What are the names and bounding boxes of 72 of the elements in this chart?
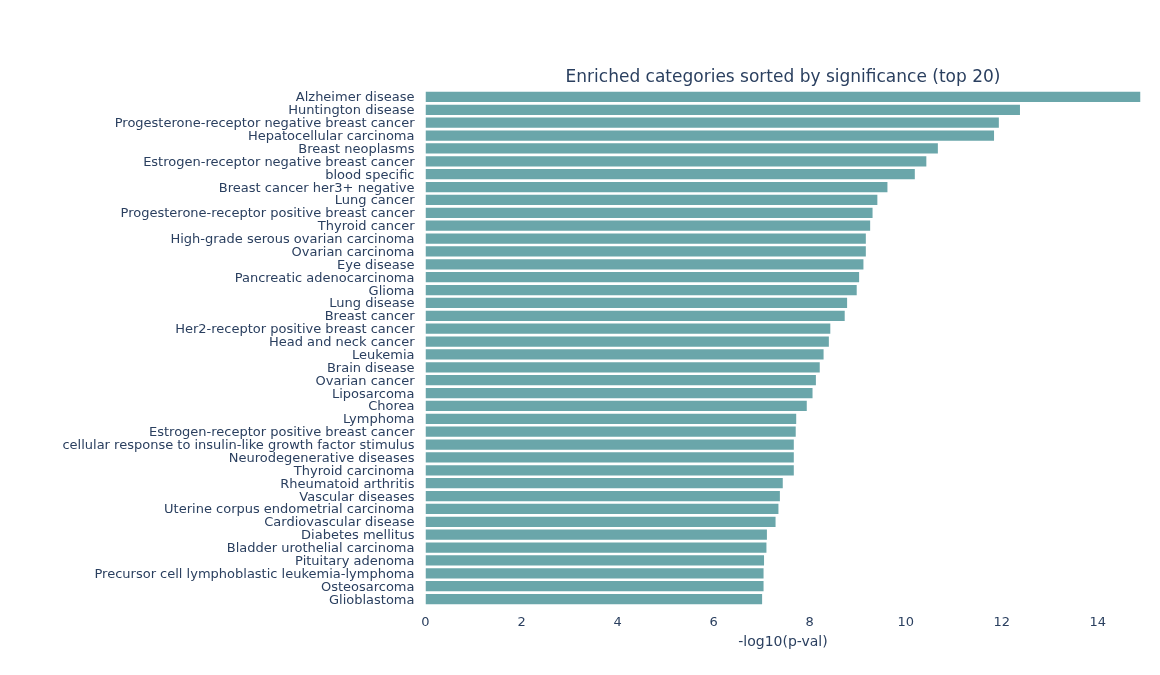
bar [425, 259, 864, 270]
bar [425, 272, 860, 283]
bar [425, 233, 866, 244]
bar [425, 336, 829, 347]
bar [425, 375, 816, 386]
bar [425, 181, 888, 193]
bar [425, 413, 797, 424]
y-tick-label: Leukemia [351, 346, 415, 362]
y-tick-label: Huntington disease [288, 102, 415, 118]
y-tick-label: Alzheimer disease [295, 89, 415, 105]
bar [425, 555, 765, 566]
y-tick-label: Breast neoplasms [298, 140, 415, 156]
bar [425, 542, 767, 553]
bar [425, 516, 776, 527]
bar [425, 568, 764, 579]
y-tick-label: Uterine corpus endometrial carcinoma [164, 501, 415, 517]
y-tick-label: Lymphoma [343, 411, 415, 427]
bar [425, 104, 1020, 115]
bar [425, 297, 848, 309]
y-tick-label: Ovarian carcinoma [291, 243, 415, 259]
y-tick-label: Thyroid cancer [316, 218, 416, 234]
y-tick-label: Thyroid carcinoma [292, 462, 415, 478]
chart-title: Enriched categories sorted by significance (top 20) [565, 65, 1001, 86]
bar [425, 503, 779, 515]
x-tick-label: 4 [613, 613, 622, 629]
y-tick-label: blood specific [325, 166, 415, 182]
x-tick-label: 10 [897, 613, 914, 629]
bar [425, 310, 845, 321]
y-tick-label: Cardiovascular disease [264, 514, 415, 530]
bar [425, 387, 813, 399]
y-tick-label: Vascular diseases [299, 488, 415, 504]
bar [425, 143, 938, 154]
bar [425, 452, 794, 463]
bar [425, 478, 783, 489]
bar [425, 207, 873, 218]
bar [425, 156, 927, 167]
x-axis-title: -log10(p-val) [738, 632, 828, 649]
bar [425, 349, 824, 360]
x-tick-label: 6 [709, 613, 718, 629]
bar [425, 490, 780, 502]
bar [425, 439, 794, 450]
bar [425, 220, 871, 231]
bar [425, 400, 807, 412]
bar [425, 323, 831, 334]
bar [425, 529, 767, 540]
x-tick-label: 14 [1089, 613, 1107, 629]
bar [425, 284, 857, 296]
bar [425, 194, 878, 206]
y-tick-label: Her2-receptor positive breast cancer [175, 321, 416, 337]
bar [425, 130, 995, 141]
bar [425, 581, 764, 592]
bar [425, 117, 999, 128]
y-tick-label: Liposarcoma [331, 385, 415, 401]
y-tick-label: Glioblastoma [328, 591, 415, 607]
y-tick-label: Glioma [368, 282, 415, 298]
bar [425, 91, 1141, 103]
y-tick-label: Brain disease [326, 359, 415, 375]
x-tick-label: 8 [805, 613, 814, 629]
x-tick-label: 12 [993, 613, 1010, 629]
bar [425, 362, 820, 373]
y-tick-label: Chorea [368, 398, 415, 414]
bar [425, 169, 915, 180]
bar [425, 246, 866, 257]
x-tick-label: 2 [517, 613, 526, 629]
y-tick-label: Diabetes mellitus [301, 527, 415, 543]
bar [425, 426, 796, 437]
y-tick-label: Eye disease [337, 256, 415, 272]
y-tick-label: Ovarian cancer [315, 372, 416, 388]
bar [425, 593, 763, 605]
y-tick-label: Lung disease [329, 295, 415, 311]
bar [425, 465, 794, 476]
x-tick-label: 0 [421, 613, 430, 629]
